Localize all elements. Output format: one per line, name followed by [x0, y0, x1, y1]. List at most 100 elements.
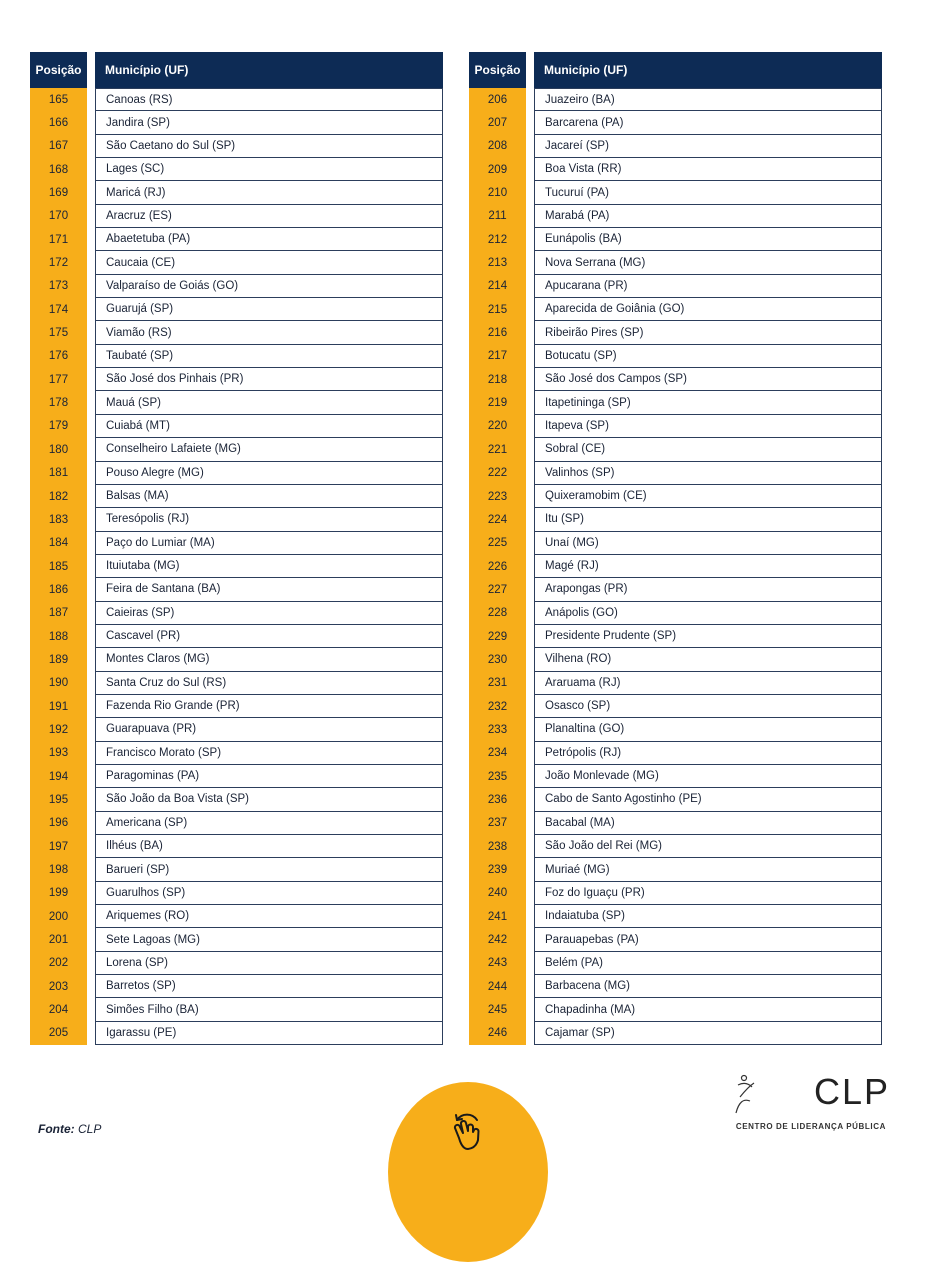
table-row: 230 Vilhena (RO)	[469, 648, 882, 672]
table-row: 171 Abaetetuba (PA)	[30, 228, 443, 252]
source-value: CLP	[78, 1122, 102, 1136]
table-row: 205 Igarassu (PE)	[30, 1021, 443, 1046]
municipality-cell: Valinhos (SP)	[534, 461, 882, 485]
municipality-cell: São João da Boa Vista (SP)	[95, 788, 443, 812]
municipality-cell: Ribeirão Pires (SP)	[534, 321, 882, 345]
position-cell: 194	[30, 764, 87, 789]
position-cell: 189	[30, 648, 87, 672]
municipality-cell: Fazenda Rio Grande (PR)	[95, 694, 443, 719]
table-row: 201 Sete Lagoas (MG)	[30, 928, 443, 952]
municipality-cell: Itapeva (SP)	[534, 414, 882, 439]
municipality-cell: Itu (SP)	[534, 508, 882, 532]
position-cell: 238	[469, 835, 526, 859]
table-row: 225 Unaí (MG)	[469, 531, 882, 555]
municipality-cell: Cascavel (PR)	[95, 624, 443, 649]
position-cell: 230	[469, 648, 526, 672]
municipality-cell: Barueri (SP)	[95, 858, 443, 882]
municipality-cell: Feira de Santana (BA)	[95, 578, 443, 602]
position-cell: 219	[469, 391, 526, 415]
table-row: 214 Apucarana (PR)	[469, 274, 882, 299]
position-cell: 211	[469, 204, 526, 229]
table-row: 173 Valparaíso de Goiás (GO)	[30, 274, 443, 299]
municipality-cell: Sete Lagoas (MG)	[95, 928, 443, 952]
position-cell: 191	[30, 694, 87, 719]
position-cell: 214	[469, 274, 526, 299]
table-row: 239 Muriaé (MG)	[469, 858, 882, 882]
municipality-cell: Cajamar (SP)	[534, 1021, 882, 1046]
table-row: 224 Itu (SP)	[469, 508, 882, 532]
municipality-cell: São José dos Pinhais (PR)	[95, 368, 443, 392]
position-cell: 200	[30, 905, 87, 929]
position-cell: 227	[469, 578, 526, 602]
table-row: 213 Nova Serrana (MG)	[469, 251, 882, 275]
position-cell: 184	[30, 531, 87, 555]
position-cell: 193	[30, 741, 87, 765]
table-row: 228 Anápolis (GO)	[469, 601, 882, 625]
table-row: 177 São José dos Pinhais (PR)	[30, 368, 443, 392]
municipality-cell: Arapongas (PR)	[534, 578, 882, 602]
position-cell: 171	[30, 228, 87, 252]
municipality-cell: São João del Rei (MG)	[534, 835, 882, 859]
table-row: 180 Conselheiro Lafaiete (MG)	[30, 438, 443, 462]
table-row: 165 Canoas (RS)	[30, 88, 443, 112]
municipality-cell: Quixeramobim (CE)	[534, 484, 882, 509]
table-row: 210 Tucuruí (PA)	[469, 181, 882, 205]
municipality-cell: Lages (SC)	[95, 158, 443, 182]
municipality-cell: Tucuruí (PA)	[534, 181, 882, 205]
municipality-cell: Conselheiro Lafaiete (MG)	[95, 438, 443, 462]
source-note: Fonte: CLP	[38, 1122, 101, 1136]
municipality-cell: Pouso Alegre (MG)	[95, 461, 443, 485]
municipality-cell: Paragominas (PA)	[95, 764, 443, 789]
position-cell: 175	[30, 321, 87, 345]
municipality-cell: Caucaia (CE)	[95, 251, 443, 275]
position-cell: 198	[30, 858, 87, 882]
municipality-cell: Caieiras (SP)	[95, 601, 443, 625]
position-cell: 188	[30, 624, 87, 649]
position-cell: 239	[469, 858, 526, 882]
table-body: 206 Juazeiro (BA) 207 Barcarena (PA) 208 Jaca…	[469, 88, 882, 1046]
municipality-cell: Indaiatuba (SP)	[534, 905, 882, 929]
municipality-cell: Unaí (MG)	[534, 531, 882, 555]
position-cell: 176	[30, 344, 87, 369]
position-cell: 186	[30, 578, 87, 602]
header-position: Posição	[30, 52, 87, 88]
table-body: 165 Canoas (RS) 166 Jandira (SP) 167 São Caet…	[30, 88, 443, 1046]
municipality-cell: Marabá (PA)	[534, 204, 882, 229]
municipality-cell: Barcarena (PA)	[534, 111, 882, 135]
table-row: 209 Boa Vista (RR)	[469, 158, 882, 182]
position-cell: 167	[30, 134, 87, 159]
municipality-cell: Cabo de Santo Agostinho (PE)	[534, 788, 882, 812]
municipality-cell: Teresópolis (RJ)	[95, 508, 443, 532]
municipality-cell: Igarassu (PE)	[95, 1021, 443, 1046]
municipality-cell: Juazeiro (BA)	[534, 88, 882, 112]
table-row: 244 Barbacena (MG)	[469, 975, 882, 999]
table-row: 170 Aracruz (ES)	[30, 204, 443, 229]
table-row: 196 Americana (SP)	[30, 811, 443, 835]
clp-logo-mark	[735, 1074, 755, 1114]
table-row: 192 Guarapuava (PR)	[30, 718, 443, 742]
position-cell: 210	[469, 181, 526, 205]
municipality-cell: Guarujá (SP)	[95, 298, 443, 322]
position-cell: 216	[469, 321, 526, 345]
table-row: 217 Botucatu (SP)	[469, 344, 882, 369]
table-row: 204 Simões Filho (BA)	[30, 998, 443, 1022]
table-row: 246 Cajamar (SP)	[469, 1021, 882, 1046]
table-row: 202 Lorena (SP)	[30, 951, 443, 976]
table-row: 229 Presidente Prudente (SP)	[469, 624, 882, 649]
ranking-table-left: Posição Município (UF) 165 Canoas (RS) 166…	[30, 52, 443, 1046]
position-cell: 217	[469, 344, 526, 369]
table-row: 179 Cuiabá (MT)	[30, 414, 443, 439]
table-header: Posição Município (UF)	[469, 52, 882, 88]
table-row: 220 Itapeva (SP)	[469, 414, 882, 439]
ranking-table-right: Posição Município (UF) 206 Juazeiro (BA) 2…	[469, 52, 882, 1046]
table-row: 181 Pouso Alegre (MG)	[30, 461, 443, 485]
position-cell: 177	[30, 368, 87, 392]
table-row: 185 Ituiutaba (MG)	[30, 554, 443, 579]
table-row: 176 Taubaté (SP)	[30, 344, 443, 369]
municipality-cell: Presidente Prudente (SP)	[534, 624, 882, 649]
municipality-cell: Mauá (SP)	[95, 391, 443, 415]
municipality-cell: Jandira (SP)	[95, 111, 443, 135]
table-row: 242 Parauapebas (PA)	[469, 928, 882, 952]
table-row: 216 Ribeirão Pires (SP)	[469, 321, 882, 345]
position-cell: 203	[30, 975, 87, 999]
